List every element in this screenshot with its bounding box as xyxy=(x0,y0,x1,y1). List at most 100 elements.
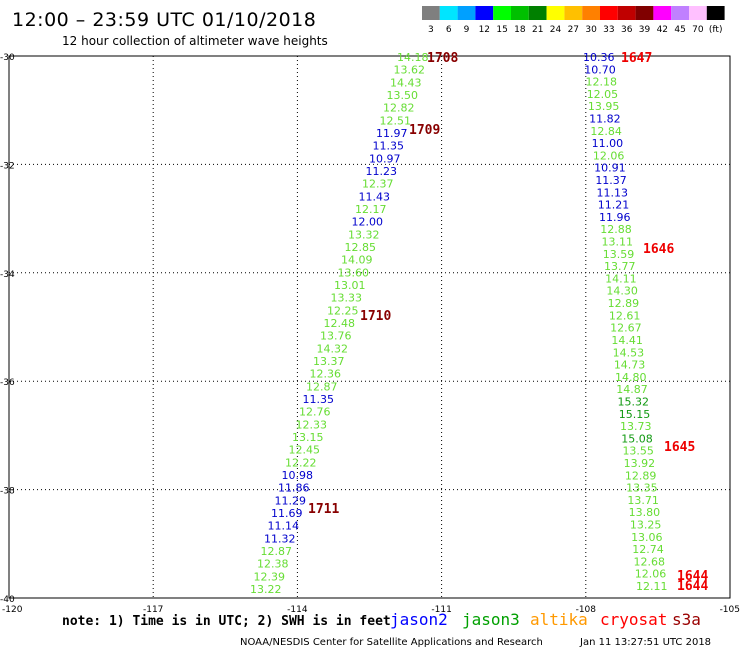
lon-tick-label: -114 xyxy=(287,605,308,615)
swh-value: 12.51 xyxy=(380,114,412,127)
swh-value: 12.87 xyxy=(261,545,293,558)
swh-value: 11.37 xyxy=(595,174,627,187)
swh-value: 10.97 xyxy=(369,152,401,165)
swh-value: 14.30 xyxy=(606,285,638,298)
colorbar-label: 6 xyxy=(446,25,452,35)
swh-value: 14.18 xyxy=(397,51,429,64)
swh-value: 12.11 xyxy=(636,580,668,593)
swh-value: 13.59 xyxy=(603,248,635,261)
pass-time-label: 1646 xyxy=(643,242,674,257)
swh-value: 14.09 xyxy=(341,254,373,267)
pass-time-label: 1644 xyxy=(677,579,708,594)
swh-value: 14.80 xyxy=(615,371,647,384)
swh-value: 11.23 xyxy=(366,165,398,178)
colorbar-label: 42 xyxy=(657,25,668,35)
satellite-cryosat: cryosat xyxy=(600,610,667,629)
swh-value: 12.61 xyxy=(609,309,641,322)
map-gridlines xyxy=(9,56,730,598)
colorbar-label: 12 xyxy=(479,25,490,35)
colorbar-swatch xyxy=(528,6,547,20)
swh-value: 12.00 xyxy=(352,216,384,229)
swh-value: 14.73 xyxy=(614,359,646,372)
swh-value: 13.92 xyxy=(624,457,656,470)
swh-value: 13.77 xyxy=(604,260,636,273)
swh-value: 13.06 xyxy=(631,531,663,544)
swh-value: 12.87 xyxy=(306,380,338,393)
swh-value: 13.60 xyxy=(338,266,370,279)
pass-time-label: 1708 xyxy=(427,51,458,66)
swh-value: 12.38 xyxy=(257,558,289,571)
swh-value: 13.01 xyxy=(334,279,366,292)
swh-value: 12.76 xyxy=(299,406,331,419)
swh-value: 11.35 xyxy=(373,140,405,153)
colorbar-label: 18 xyxy=(514,25,526,35)
colorbar-label: 9 xyxy=(464,25,470,35)
swh-value: 11.96 xyxy=(599,211,631,224)
swh-value: 12.67 xyxy=(610,322,642,335)
swh-value: 12.74 xyxy=(632,543,664,556)
swh-value: 13.76 xyxy=(320,330,352,343)
note-text: note: 1) Time is in UTC; 2) SWH is in fe… xyxy=(62,614,391,629)
swh-value: 12.22 xyxy=(285,456,317,469)
colorbar-swatch xyxy=(422,6,440,20)
pass-time-label: 1644 xyxy=(677,569,708,584)
colorbar-swatch xyxy=(582,6,600,20)
swh-value: 12.18 xyxy=(585,76,617,89)
swh-value: 13.73 xyxy=(620,420,652,433)
lat-tick-label: -36 xyxy=(0,378,15,388)
lon-tick-label: -120 xyxy=(2,605,23,615)
colorbar-swatch xyxy=(564,6,583,20)
swh-value: 12.06 xyxy=(593,149,625,162)
lon-tick-label: -108 xyxy=(576,605,597,615)
colorbar-swatch xyxy=(689,6,707,20)
colorbar-swatch xyxy=(706,6,725,20)
swh-value: 12.89 xyxy=(625,469,657,482)
swh-value: 12.88 xyxy=(600,223,632,236)
pass-time-label: 1709 xyxy=(409,123,440,138)
satellite-s3a: s3a xyxy=(672,610,701,629)
colorbar-label: 33 xyxy=(603,25,614,35)
swh-value: 12.05 xyxy=(587,88,619,101)
swh-value: 15.08 xyxy=(621,432,653,445)
swh-value: 13.71 xyxy=(627,494,659,507)
swh-value: 12.45 xyxy=(289,444,321,457)
swh-value: 12.37 xyxy=(362,178,394,191)
colorbar-swatch xyxy=(475,6,494,20)
lon-tick-label: -111 xyxy=(431,605,451,615)
swh-value: 11.35 xyxy=(303,393,335,406)
pass-time-label: 1645 xyxy=(664,440,695,455)
swh-value: 13.37 xyxy=(313,355,345,368)
pass-time-label: 1710 xyxy=(360,309,391,324)
lon-tick-label: -105 xyxy=(720,605,740,615)
lat-tick-label: -38 xyxy=(0,487,15,497)
swh-value: 14.87 xyxy=(616,383,648,396)
colorbar-swatch xyxy=(439,6,458,20)
colorbar-label: 15 xyxy=(496,25,507,35)
swh-value: 12.17 xyxy=(355,203,387,216)
swh-value: 13.33 xyxy=(331,292,363,305)
swh-value: 11.82 xyxy=(589,113,621,126)
colorbar-swatch xyxy=(600,6,618,20)
swh-value: 13.35 xyxy=(626,482,658,495)
swh-value: 11.86 xyxy=(278,482,310,495)
swh-value: 11.29 xyxy=(275,494,307,507)
swh-value: 12.85 xyxy=(345,241,377,254)
swh-value: 12.39 xyxy=(254,570,286,583)
swh-value: 12.89 xyxy=(608,297,640,310)
lat-tick-label: -40 xyxy=(0,595,15,605)
map-subtitle: 12 hour collection of altimeter wave hei… xyxy=(62,34,328,48)
swh-value: 12.68 xyxy=(634,555,666,568)
footer-timestamp: Jan 11 13:27:51 UTC 2018 xyxy=(579,637,711,648)
swh-value: 10.36 xyxy=(583,51,615,64)
map-frame xyxy=(8,55,731,599)
swh-value: 12.06 xyxy=(635,568,667,581)
swh-value: 13.62 xyxy=(394,64,426,77)
swh-value: 12.82 xyxy=(383,102,415,115)
colorbar-label: 45 xyxy=(674,25,685,35)
colorbar-label: 27 xyxy=(568,25,579,35)
swh-value: 13.32 xyxy=(348,228,380,241)
swh-value: 13.50 xyxy=(387,89,419,102)
swh-value: 11.43 xyxy=(359,190,391,203)
